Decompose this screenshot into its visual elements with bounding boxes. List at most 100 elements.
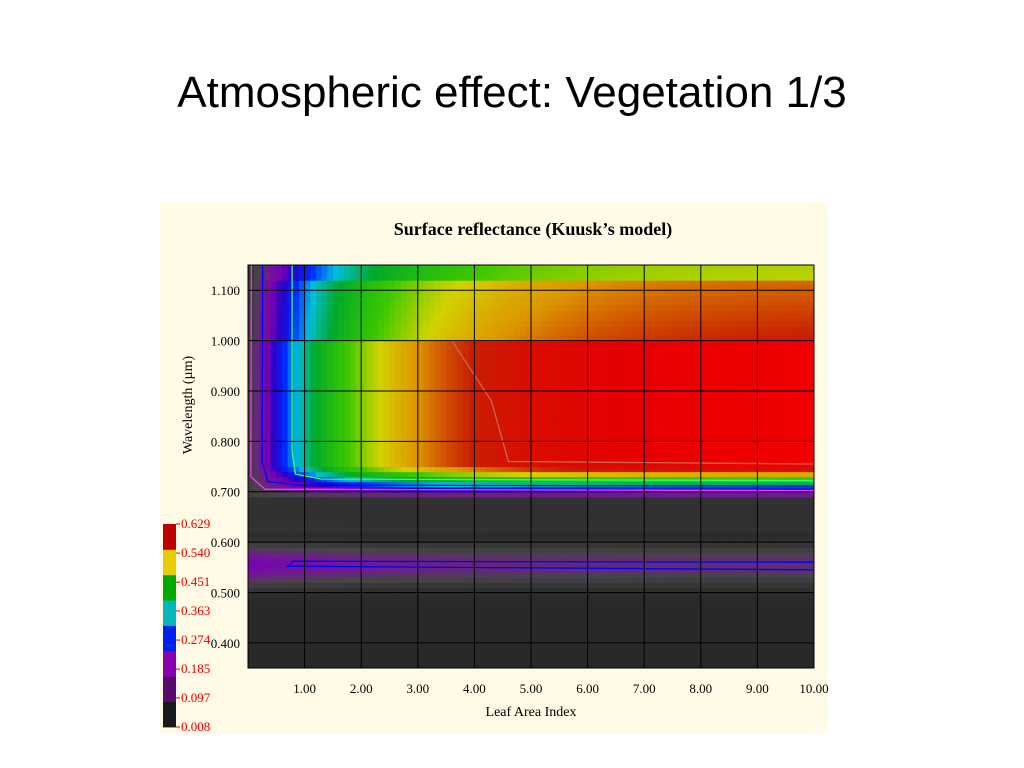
heatmap-cell xyxy=(327,637,334,644)
heatmap-cell xyxy=(417,365,425,372)
heatmap-cell xyxy=(514,607,521,614)
heatmap-cell xyxy=(491,456,498,463)
heatmap-cell xyxy=(536,607,543,614)
heatmap-cell xyxy=(502,552,509,558)
heatmap-cell xyxy=(310,622,317,629)
heatmap-cell xyxy=(293,466,300,473)
heatmap-cell xyxy=(389,562,396,568)
heatmap-cell xyxy=(383,426,391,432)
heatmap-cell xyxy=(553,557,560,563)
heatmap-cell xyxy=(270,557,277,563)
heatmap-cell xyxy=(570,320,577,327)
heatmap-cell xyxy=(576,300,583,306)
heatmap-cell xyxy=(564,592,572,599)
heatmap-cell xyxy=(536,552,543,558)
heatmap-cell xyxy=(389,385,396,392)
heatmap-cell xyxy=(525,401,532,407)
heatmap-cell xyxy=(514,385,521,392)
heatmap-cell xyxy=(293,345,300,352)
heatmap-cell xyxy=(293,395,300,402)
heatmap-cell xyxy=(310,637,317,644)
heatmap-cell xyxy=(468,315,475,322)
heatmap-cell xyxy=(264,511,272,518)
heatmap-cell xyxy=(480,491,487,498)
heatmap-cell xyxy=(315,421,323,427)
heatmap-cell xyxy=(536,350,543,357)
heatmap-cell xyxy=(298,441,306,447)
heatmap-cell xyxy=(514,567,521,573)
heatmap-cell xyxy=(315,466,323,473)
heatmap-cell xyxy=(536,637,543,644)
heatmap-cell xyxy=(417,542,425,548)
heatmap-cell xyxy=(270,300,277,306)
heatmap-cell xyxy=(536,320,543,327)
heatmap-cell xyxy=(587,275,594,281)
heatmap-cell xyxy=(259,582,266,588)
heatmap-cell xyxy=(468,562,475,568)
heatmap-cell xyxy=(497,395,504,402)
heatmap-cell xyxy=(253,486,260,493)
heatmap-cell xyxy=(587,617,594,624)
heatmap-cell xyxy=(457,662,464,668)
heatmap-cell xyxy=(366,310,374,316)
heatmap-cell xyxy=(463,612,470,619)
heatmap-cell xyxy=(344,627,351,634)
heatmap-cell xyxy=(587,411,594,417)
heatmap-cell xyxy=(434,652,442,659)
heatmap-cell xyxy=(564,572,572,578)
heatmap-cell xyxy=(519,491,526,498)
heatmap-cell xyxy=(531,516,538,523)
heatmap-cell xyxy=(497,275,504,281)
heatmap-cell xyxy=(570,275,577,281)
heatmap-cell xyxy=(332,647,340,654)
heatmap-cell xyxy=(559,501,566,508)
heatmap-cell xyxy=(536,511,543,518)
heatmap-cell xyxy=(395,506,402,513)
heatmap-cell xyxy=(474,496,481,503)
heatmap-cell xyxy=(553,572,560,578)
heatmap-cell xyxy=(248,637,255,644)
heatmap-cell xyxy=(395,451,402,458)
heatmap-cell xyxy=(547,567,555,573)
heatmap-cell xyxy=(264,537,272,543)
heatmap-cell xyxy=(293,476,300,483)
heatmap-cell xyxy=(451,537,459,543)
heatmap-cell xyxy=(395,335,402,342)
heatmap-cell xyxy=(587,265,594,271)
heatmap-cell xyxy=(576,652,583,659)
heatmap-cell xyxy=(553,416,560,422)
heatmap-cell xyxy=(429,411,436,417)
heatmap-cell xyxy=(412,537,419,543)
heatmap-cell xyxy=(553,501,560,508)
heatmap-cell xyxy=(463,325,470,332)
heatmap-cell xyxy=(514,360,521,367)
heatmap-cell xyxy=(259,501,266,508)
heatmap-cell xyxy=(281,537,289,543)
heatmap-cell xyxy=(423,652,430,659)
heatmap-cell xyxy=(593,416,600,422)
heatmap-cell xyxy=(315,612,323,619)
heatmap-cell xyxy=(491,652,498,659)
heatmap-cell xyxy=(570,572,577,578)
heatmap-cell xyxy=(468,632,475,639)
heatmap-cell xyxy=(576,567,583,573)
heatmap-cell xyxy=(593,577,600,583)
heatmap-cell xyxy=(423,270,430,276)
heatmap-cell xyxy=(400,421,408,427)
heatmap-cell xyxy=(332,617,340,624)
heatmap-cell xyxy=(468,270,475,276)
heatmap-cell xyxy=(264,562,272,568)
heatmap-cell xyxy=(480,436,487,442)
heatmap-cell xyxy=(395,436,402,442)
heatmap-cell xyxy=(440,385,447,392)
heatmap-cell xyxy=(248,486,255,493)
heatmap-cell xyxy=(321,572,328,578)
heatmap-cell xyxy=(344,265,351,271)
heatmap-cell xyxy=(542,622,549,629)
heatmap-cell xyxy=(468,547,475,553)
heatmap-cell xyxy=(474,350,481,357)
heatmap-cell xyxy=(349,335,357,342)
heatmap-cell xyxy=(315,662,323,668)
heatmap-cell xyxy=(270,385,277,392)
heatmap-cell xyxy=(310,305,317,311)
